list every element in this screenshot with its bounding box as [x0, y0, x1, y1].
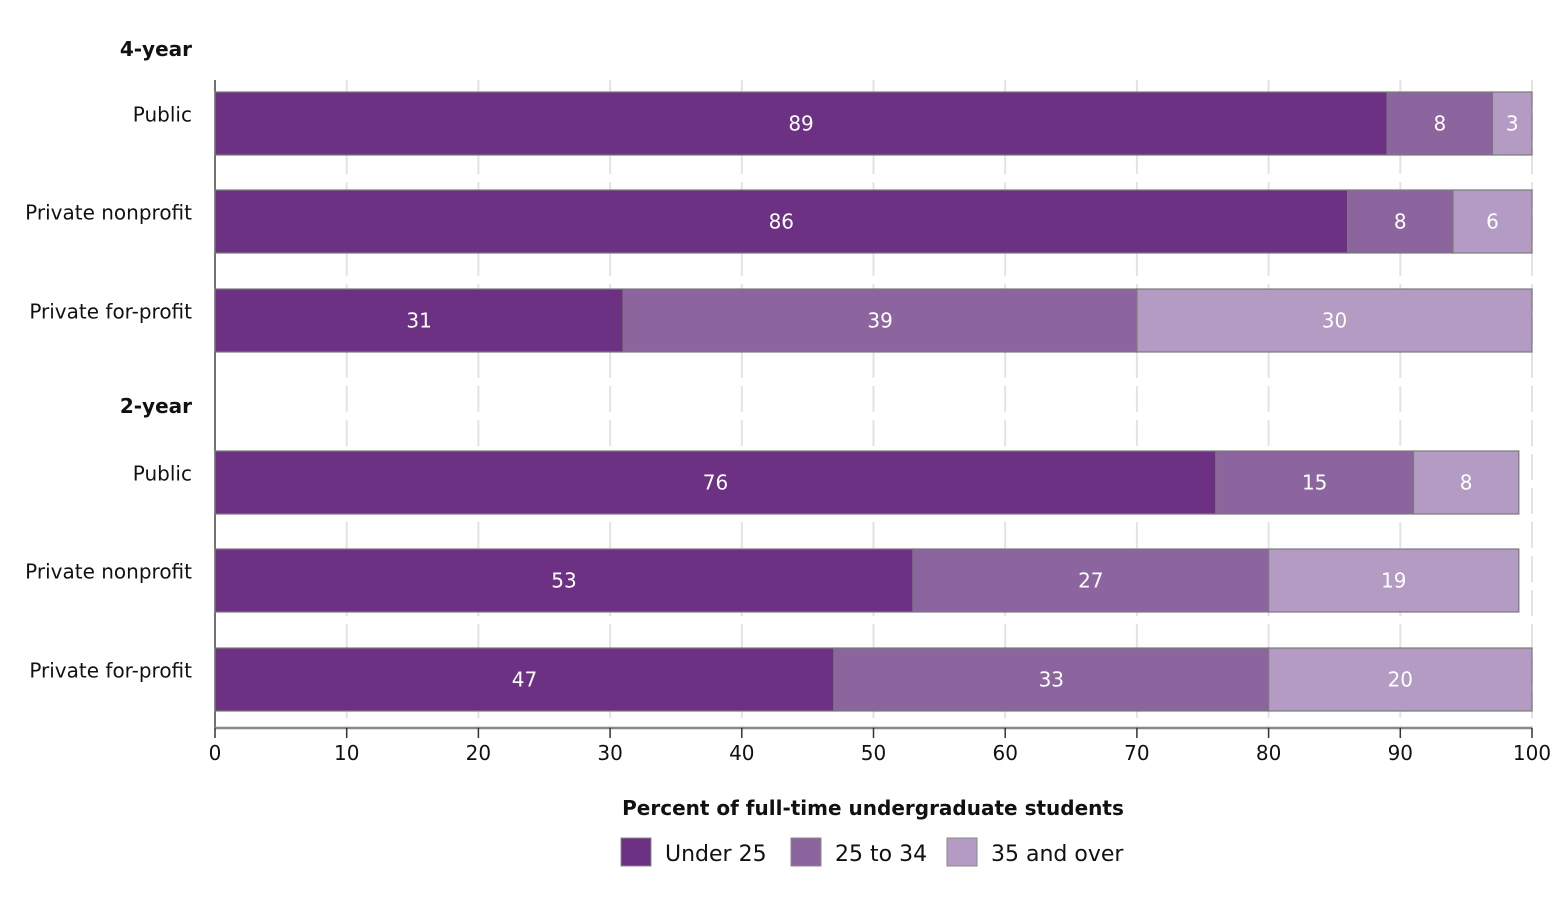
category-label: Private for-profit — [29, 659, 192, 683]
bar-segment — [1412, 450, 1520, 515]
group-label: 2-year — [120, 394, 192, 418]
data-label: 8 — [1433, 112, 1446, 136]
legend-swatch — [620, 837, 652, 867]
data-label: 31 — [406, 309, 431, 333]
category-label: Public — [133, 103, 192, 127]
category-label: Public — [133, 462, 192, 486]
bar-segment — [912, 548, 1270, 613]
data-label: 86 — [769, 210, 794, 234]
bar-segment — [1267, 548, 1520, 613]
data-label: 8 — [1460, 471, 1473, 495]
data-label: 47 — [512, 668, 537, 692]
data-label: 3 — [1506, 112, 1519, 136]
data-label: 39 — [867, 309, 892, 333]
x-tick-label: 50 — [861, 741, 886, 765]
bar-segment — [214, 288, 624, 353]
x-tick-label: 100 — [1513, 741, 1551, 765]
x-tick-label: 90 — [1388, 741, 1413, 765]
bar-segment — [622, 288, 1138, 353]
bar-segment — [214, 548, 914, 613]
data-label: 89 — [788, 112, 813, 136]
x-tick-label: 30 — [597, 741, 622, 765]
group-label: 4-year — [120, 37, 192, 61]
category-label: Private for-profit — [29, 300, 192, 324]
bar-segment — [1136, 288, 1533, 353]
bar-segment — [1267, 647, 1533, 712]
x-tick-label: 40 — [729, 741, 754, 765]
category-label: Private nonprofit — [25, 201, 192, 225]
legend-swatch — [790, 837, 822, 867]
bar-segment — [1491, 91, 1533, 156]
bar-segment — [1386, 91, 1494, 156]
category-label: Private nonprofit — [25, 560, 192, 584]
data-label: 6 — [1486, 210, 1499, 234]
legend-label: Under 25 — [665, 842, 767, 867]
x-axis-title: Percent of full-time undergraduate stude… — [622, 796, 1124, 820]
data-label: 20 — [1388, 668, 1413, 692]
bar-segment — [214, 189, 1349, 254]
x-tick-label: 70 — [1124, 741, 1149, 765]
bar-segment — [1452, 189, 1533, 254]
data-label: 76 — [703, 471, 728, 495]
data-label: 30 — [1322, 309, 1347, 333]
x-tick-label: 10 — [334, 741, 359, 765]
data-label: 8 — [1394, 210, 1407, 234]
bar-segment — [214, 647, 835, 712]
x-tick-label: 20 — [466, 741, 491, 765]
x-tick-label: 60 — [992, 741, 1017, 765]
data-label: 27 — [1078, 569, 1103, 593]
bar-segment — [1347, 189, 1454, 254]
data-label: 53 — [551, 569, 576, 593]
bar-segment — [214, 450, 1217, 515]
legend-label: 35 and over — [991, 842, 1124, 867]
bar-segment — [1215, 450, 1415, 515]
data-label: 19 — [1381, 569, 1406, 593]
bar-segment — [833, 647, 1270, 712]
legend-label: 25 to 34 — [835, 842, 927, 867]
legend-swatch — [946, 837, 978, 867]
data-label: 33 — [1039, 668, 1064, 692]
x-tick-label: 80 — [1256, 741, 1281, 765]
x-tick-label: 0 — [209, 741, 222, 765]
data-label: 15 — [1302, 471, 1327, 495]
